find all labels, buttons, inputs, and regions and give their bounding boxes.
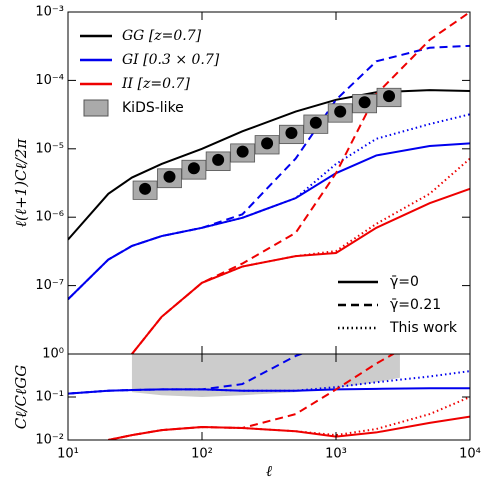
data-point xyxy=(187,162,200,175)
y-tick-label: 10⁻⁵ xyxy=(35,141,64,156)
line xyxy=(68,354,304,395)
y-tick-label: 10⁻⁴ xyxy=(35,73,64,88)
x-axis-label: ℓ xyxy=(266,462,272,480)
legend-label: γ̄=0 xyxy=(390,274,419,290)
data-point xyxy=(383,90,396,103)
data-point xyxy=(236,145,249,158)
legend-label: This work xyxy=(389,320,458,336)
data-point xyxy=(358,96,371,109)
data-point xyxy=(163,170,176,183)
data-point xyxy=(261,137,274,150)
plot-area xyxy=(68,354,470,440)
x-tick-label: 10⁴ xyxy=(459,447,481,462)
shaded-band xyxy=(131,354,400,397)
y-tick-label: 10⁻⁷ xyxy=(35,278,64,293)
line xyxy=(108,415,470,440)
legend-swatch xyxy=(83,99,109,117)
line xyxy=(68,113,470,301)
line xyxy=(131,12,470,354)
y-tick-label: 10⁻³ xyxy=(35,5,64,20)
data-point xyxy=(139,182,152,195)
y-tick-label: 10⁻⁶ xyxy=(35,210,64,225)
legend-label: GG [z=0.7] xyxy=(122,28,202,44)
x-tick-label: 10¹ xyxy=(57,447,79,462)
line xyxy=(131,157,470,354)
y-axis-label: ℓ(ℓ+1)Cℓ/2π xyxy=(12,138,30,228)
y-tick-label: 10⁻² xyxy=(35,433,64,448)
legend-label: KiDS-like xyxy=(122,100,184,116)
line xyxy=(68,142,470,301)
y-axis-label: Cℓ/CℓGG xyxy=(12,365,30,429)
line xyxy=(68,44,470,301)
x-tick-label: 10³ xyxy=(325,447,347,462)
plot-area xyxy=(68,12,470,354)
y-tick-label: 10⁰ xyxy=(42,347,64,362)
legend-label: γ̄=0.21 xyxy=(390,297,441,313)
data-point xyxy=(334,105,347,118)
legend-label: II [z=0.7] xyxy=(121,76,190,92)
x-tick-label: 10² xyxy=(191,447,213,462)
line xyxy=(108,396,470,440)
y-tick-label: 10⁻¹ xyxy=(35,390,64,405)
data-point xyxy=(309,116,322,129)
data-point xyxy=(212,153,225,166)
legend-label: GI [0.3 × 0.7] xyxy=(122,52,220,68)
data-point xyxy=(285,127,298,140)
